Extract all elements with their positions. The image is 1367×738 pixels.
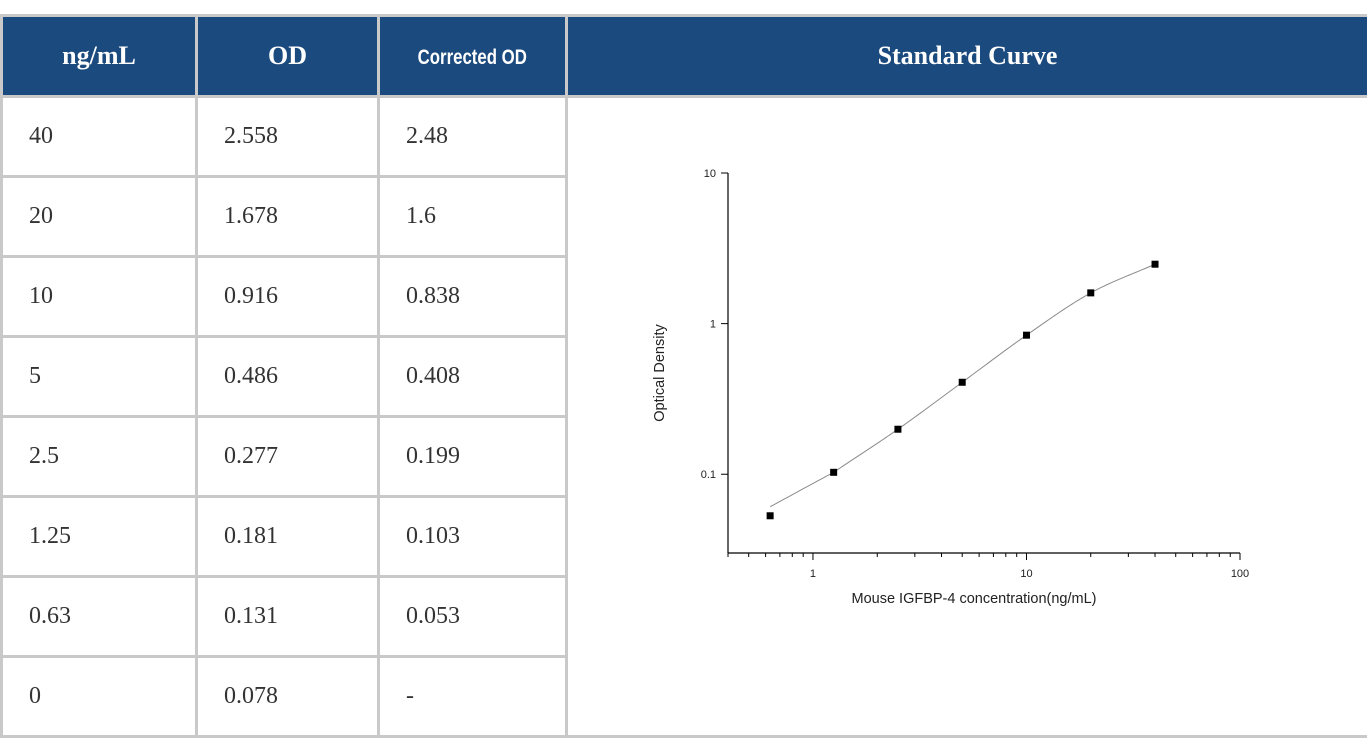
cell-corrected-od: -	[377, 655, 568, 738]
cell-concentration: 1.25	[0, 495, 198, 578]
cell-concentration: 20	[0, 175, 198, 258]
col-header-corrected-od: Corrected OD	[377, 14, 568, 98]
cell-od: 0.486	[195, 335, 380, 418]
data-point	[894, 425, 902, 433]
table-row: 0 0.078-	[0, 655, 1367, 738]
x-axis-title: Mouse IGFBP-4 concentration(ng/mL)	[852, 591, 1097, 607]
x-tick-label: 100	[1231, 568, 1249, 580]
standard-curve-table: ng/mL OD Corrected OD Standard Curve 40 2…	[0, 14, 1367, 738]
data-point	[1151, 260, 1159, 268]
cell-corrected-od: 0.199	[377, 415, 568, 498]
standard-curve-chart: 1 10 100 0.1 1 10 Mouse IGFBP-4 concentration(…	[652, 168, 1249, 607]
data-point	[958, 378, 966, 386]
table-header-row: ng/mL OD Corrected OD Standard Curve	[0, 14, 1367, 98]
col-header-corrected-od-label: Corrected OD	[417, 46, 528, 69]
data-point	[766, 512, 774, 520]
table-row: 2.5 0.277 0.199	[0, 415, 1367, 498]
cell-od: 1.678	[195, 175, 380, 258]
cell-corrected-od: 0.103	[377, 495, 568, 578]
clipped-caption-strip	[0, 0, 1367, 14]
cell-od: 2.558	[195, 95, 380, 178]
table-row: 10 0.916 0.838	[0, 255, 1367, 338]
y-tick-label: 0.1	[701, 469, 716, 481]
cell-concentration: 2.5	[0, 415, 198, 498]
cell-concentration: 10	[0, 255, 198, 338]
x-tick-label: 1	[810, 568, 816, 580]
cell-od: 0.131	[195, 575, 380, 658]
col-header-od: OD	[195, 14, 380, 98]
table-row: 1.25 0.181 0.103	[0, 495, 1367, 578]
cell-corrected-od: 0.408	[377, 335, 568, 418]
table-row: 0.63 0.131 0.053	[0, 575, 1367, 658]
data-point	[830, 468, 838, 476]
cell-od: 0.181	[195, 495, 380, 578]
cell-concentration: 0	[0, 655, 198, 738]
standard-curve-cell: 1 10 100 0.1 1 10 Mouse IGFBP-4 concentration(…	[565, 95, 1367, 738]
y-tick-label: 1	[710, 319, 716, 331]
data-point	[1087, 289, 1095, 297]
data-point	[1022, 331, 1030, 339]
cell-concentration: 40	[0, 95, 198, 178]
cell-od: 0.078	[195, 655, 380, 738]
cell-corrected-od: 2.48	[377, 95, 568, 178]
cell-corrected-od: 0.053	[377, 575, 568, 658]
x-tick-label: 10	[1020, 568, 1032, 580]
cell-corrected-od: 0.838	[377, 255, 568, 338]
y-axis-title: Optical Density	[652, 324, 668, 422]
cell-concentration: 5	[0, 335, 198, 418]
y-tick-label: 10	[704, 168, 716, 180]
col-header-concentration: ng/mL	[0, 14, 198, 98]
cell-od: 0.277	[195, 415, 380, 498]
table-row: 40 2.558 2.48 1 10 100 0.1 1 10 Mouse IGFBP-4 con…	[0, 95, 1367, 738]
table-row: 20 1.678 1.6	[0, 175, 1367, 258]
table-row: 5 0.486 0.408	[0, 335, 1367, 418]
cell-od: 0.916	[195, 255, 380, 338]
col-header-standard-curve: Standard Curve	[565, 14, 1367, 98]
cell-corrected-od: 1.6	[377, 175, 568, 258]
cell-concentration: 0.63	[0, 575, 198, 658]
